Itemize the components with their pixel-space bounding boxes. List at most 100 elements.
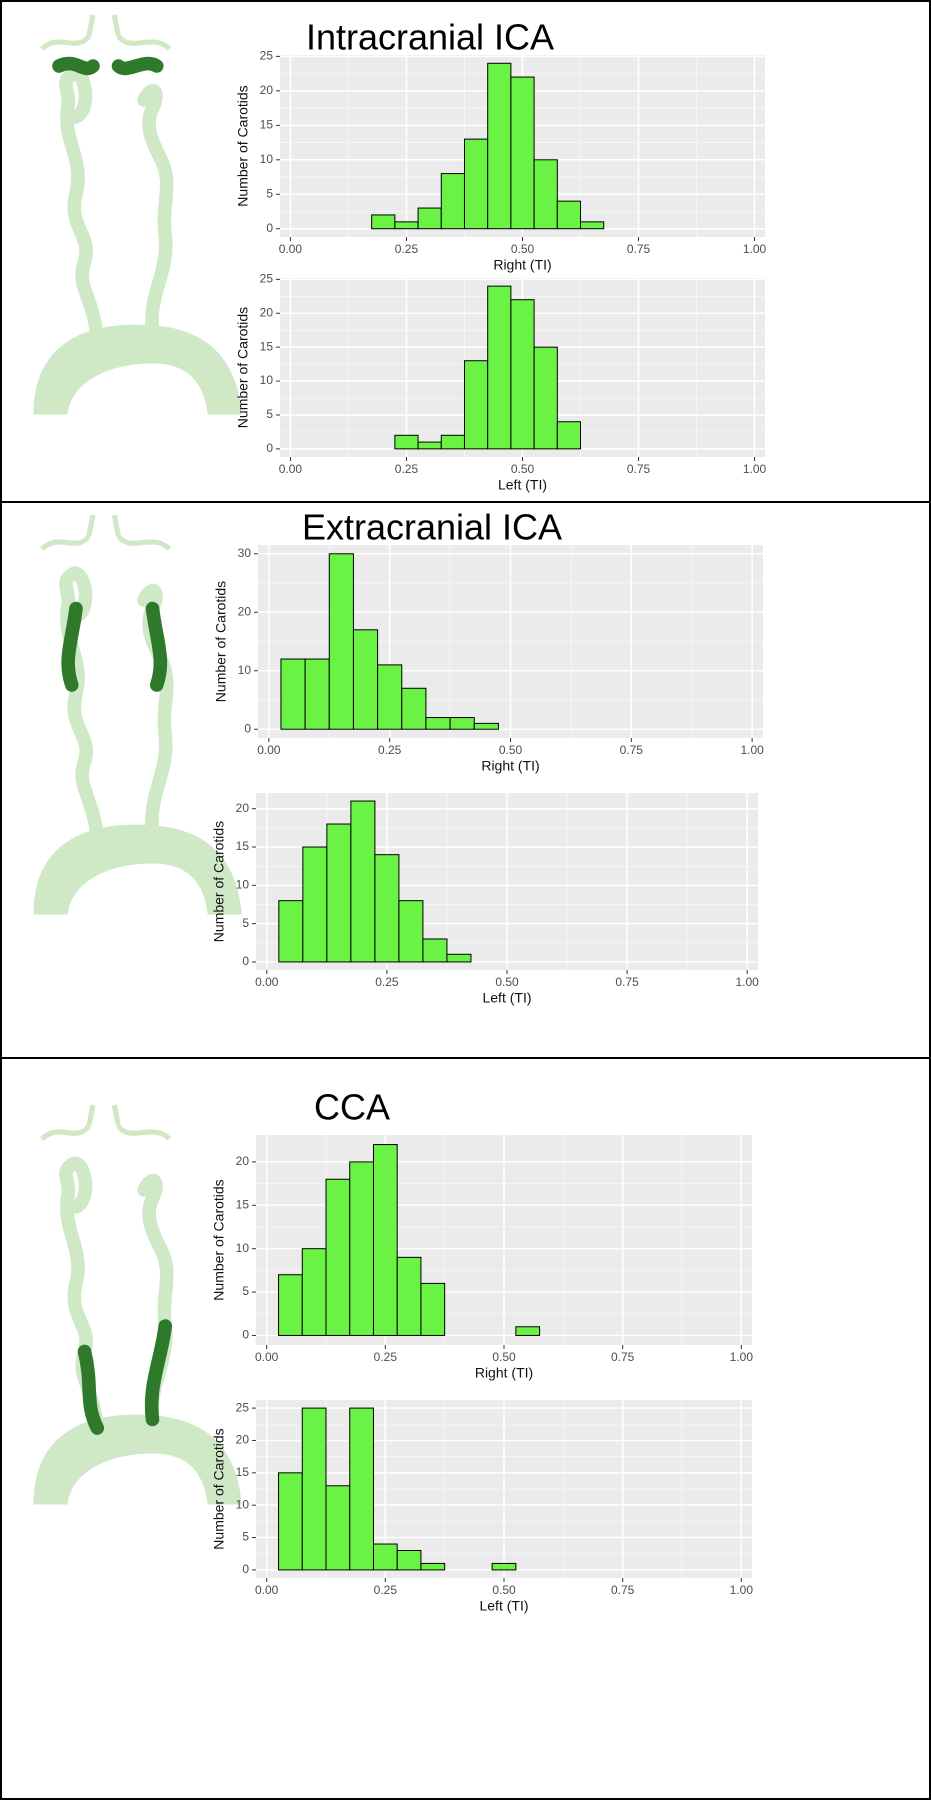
y-tick-label: 10 (236, 878, 250, 892)
histogram-bar (463, 360, 489, 450)
y-tick-label: 10 (260, 373, 274, 387)
histogram-bar (396, 1256, 422, 1336)
x-tick-label: 0.75 (615, 975, 639, 989)
intracranial-branch (40, 14, 172, 51)
histogram-bar (515, 1326, 541, 1336)
y-tick-label: 20 (236, 1433, 250, 1447)
y-tick-label: 5 (242, 1530, 249, 1544)
histogram-bar (422, 938, 448, 963)
x-tick-label: 0.50 (492, 1350, 516, 1364)
x-tick-label: 0.25 (378, 743, 402, 757)
y-axis-label: Number of Carotids (211, 821, 227, 942)
y-tick-label: 0 (266, 441, 273, 455)
y-tick-label: 20 (238, 604, 252, 618)
x-tick-label: 1.00 (740, 743, 764, 757)
histogram-bar (420, 1562, 446, 1571)
x-tick-label: 1.00 (743, 462, 767, 476)
histogram-bar (280, 658, 306, 730)
y-axis-label: Number of Carotids (213, 581, 229, 702)
x-tick-label: 0.75 (611, 1350, 635, 1364)
x-tick-label: 0.25 (395, 242, 419, 256)
x-axis-label: Left (TI) (482, 990, 531, 1006)
histogram-bar (449, 717, 475, 730)
histogram-bar (556, 200, 582, 230)
x-axis-label: Right (TI) (481, 758, 539, 774)
x-axis-label: Left (TI) (479, 1598, 528, 1614)
highlighted-segment (77, 1319, 173, 1435)
histogram-bar (510, 299, 535, 450)
x-tick-label: 1.00 (730, 1583, 754, 1597)
y-tick-label: 10 (260, 152, 274, 166)
x-tick-label: 0.50 (511, 462, 535, 476)
y-tick-label: 20 (236, 801, 250, 815)
y-axis-label: Number of Carotids (211, 1428, 227, 1549)
y-tick-label: 15 (236, 1465, 250, 1479)
x-tick-label: 0.00 (255, 1583, 279, 1597)
histogram-bar (325, 1485, 351, 1571)
histogram-bar (328, 553, 354, 730)
histogram-bar (372, 1144, 398, 1336)
y-tick-label: 0 (266, 221, 273, 235)
x-tick-label: 0.25 (374, 1583, 398, 1597)
histogram-bar (301, 1248, 327, 1336)
y-tick-label: 5 (266, 407, 273, 421)
histogram-bar (440, 173, 465, 230)
x-tick-label: 0.75 (627, 462, 651, 476)
y-tick-label: 0 (242, 1328, 249, 1342)
intracranial-branch (40, 1104, 172, 1141)
histogram-bar (396, 1549, 422, 1571)
y-tick-label: 0 (242, 954, 249, 968)
histogram-bar (326, 823, 352, 963)
histogram-bar (398, 900, 424, 963)
y-tick-label: 20 (260, 305, 274, 319)
histogram-bar (425, 717, 451, 730)
histogram-bar (487, 285, 512, 450)
histogram-bar (302, 846, 328, 963)
y-axis-label: Number of Carotids (211, 1179, 227, 1300)
histogram-bar (556, 421, 582, 450)
x-tick-label: 0.50 (495, 975, 519, 989)
x-tick-label: 0.50 (511, 242, 535, 256)
histogram-bar (304, 658, 330, 730)
x-tick-label: 0.75 (627, 242, 651, 256)
histogram-bar (463, 138, 489, 230)
x-tick-label: 0.00 (279, 462, 303, 476)
artery-tree (33, 1104, 242, 1505)
y-tick-label: 15 (236, 1197, 250, 1211)
histogram-bar (533, 346, 558, 450)
y-axis-label: Number of Carotids (235, 85, 251, 206)
y-tick-label: 25 (260, 49, 274, 63)
x-tick-label: 1.00 (730, 1350, 754, 1364)
histogram-bar (372, 1543, 398, 1571)
y-tick-label: 10 (238, 663, 252, 677)
x-tick-label: 0.50 (492, 1583, 516, 1597)
x-tick-label: 0.25 (375, 975, 399, 989)
x-tick-label: 0.00 (279, 242, 303, 256)
histogram-bar (491, 1562, 517, 1571)
highlighted-segment (61, 601, 168, 692)
carotid-vessel (59, 66, 105, 345)
histogram-bar (510, 76, 535, 230)
artery-illustrations (33, 14, 242, 1505)
x-tick-label: 1.00 (736, 975, 760, 989)
histogram-bar (440, 434, 465, 450)
histogram-bar (394, 434, 419, 450)
x-tick-label: 0.00 (257, 743, 281, 757)
carotid-vessel (59, 566, 105, 845)
x-tick-label: 0.00 (255, 975, 279, 989)
artery-tree (33, 514, 242, 915)
histogram-bar (417, 207, 442, 230)
histogram-bar (350, 800, 376, 963)
histogram-bar (420, 1282, 446, 1336)
histogram-bar (394, 221, 419, 230)
y-tick-label: 0 (242, 1562, 249, 1576)
y-tick-label: 5 (242, 916, 249, 930)
y-tick-label: 5 (266, 186, 273, 200)
histogram-bar (401, 687, 427, 730)
histogram-bar (301, 1407, 327, 1571)
histogram-bar (371, 214, 396, 230)
histogram-bar (580, 221, 605, 230)
y-tick-label: 5 (242, 1284, 249, 1298)
